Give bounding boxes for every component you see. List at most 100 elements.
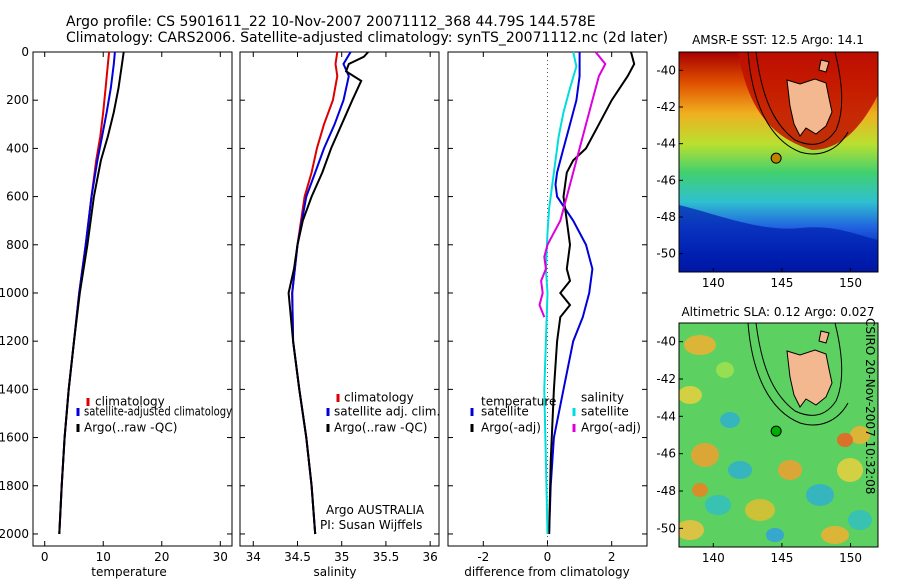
y-tick-label: 1000 xyxy=(0,286,29,300)
legend-argo: Argo(..raw -QC) xyxy=(334,421,427,435)
x-tick-label: 35.5 xyxy=(373,550,400,564)
difference-series xyxy=(538,51,636,535)
series-line-salinity-satellite xyxy=(543,51,578,535)
series-line-argo-raw-qc- xyxy=(58,51,125,535)
tasmania-land xyxy=(786,349,833,408)
series-line-argo-raw-qc- xyxy=(287,51,369,535)
legend-climatology: climatology xyxy=(344,391,414,405)
difference-x-label: difference from climatology xyxy=(464,565,630,579)
sla-eddy xyxy=(728,461,752,479)
map-y-tick-label: -48 xyxy=(656,210,676,224)
argo-attribution: Argo AUSTRALIA xyxy=(326,503,425,517)
y-tick-label: 400 xyxy=(6,141,29,155)
temperature-panel: 0 10 20 30 0 200 400 600 800 1000 1200 1400 1600 1800… xyxy=(0,45,233,579)
title-line-1: Argo profile: CS 5901611_22 10-Nov-2007 … xyxy=(66,14,596,30)
legend-temp-satellite: satellite xyxy=(481,405,529,419)
temperature-x-label: temperature xyxy=(91,565,166,579)
map-y-tick-label: -44 xyxy=(656,137,676,151)
sst-contour xyxy=(755,52,843,145)
map-y-tick-label: -48 xyxy=(656,484,676,498)
sst-cold-water xyxy=(679,205,878,272)
tasmania-land xyxy=(786,78,833,137)
sla-eddy xyxy=(848,510,872,530)
legend-sal-argo: Argo(-adj) xyxy=(581,421,641,435)
legend-satellite-adj: satellite adj. clim. xyxy=(334,405,440,419)
x-tick-label: 34.5 xyxy=(284,550,311,564)
sla-eddy xyxy=(806,484,834,506)
map-y-tick-label: -50 xyxy=(656,521,676,535)
salinity-axes-box xyxy=(239,51,440,547)
x-tick-label: 36 xyxy=(423,550,438,564)
x-tick-label: -2 xyxy=(477,550,489,564)
map-y-tick-label: -42 xyxy=(656,372,676,386)
island-land xyxy=(818,59,830,73)
sla-contour-outer xyxy=(747,323,849,426)
legend-sal-satellite: satellite xyxy=(581,405,629,419)
legend-satellite-adjusted: satellite-adjusted climatology xyxy=(84,405,232,419)
sla-eddy xyxy=(837,458,863,482)
sla-eddy xyxy=(745,499,775,521)
x-tick-label: 20 xyxy=(154,550,169,564)
salinity-legend: climatology satellite adj. clim. Argo(..… xyxy=(326,391,440,435)
sla-eddies xyxy=(679,335,872,544)
sla-eddy xyxy=(850,426,870,444)
legend-argo: Argo(..raw -QC) xyxy=(84,421,177,435)
x-tick-label: 0 xyxy=(544,550,552,564)
x-tick-label: 2 xyxy=(608,550,616,564)
y-tick-label: 1400 xyxy=(0,382,29,396)
salinity-x-label: salinity xyxy=(313,565,356,579)
map-y-tick-label: -40 xyxy=(656,335,676,349)
temperature-axes-box xyxy=(32,51,233,547)
difference-panel: -2 0 2 difference from climatology tempera… xyxy=(447,51,648,579)
timestamp-stamp: CSIRO 20-Nov-2007 10:32:08 xyxy=(863,318,877,495)
y-tick-label: 1200 xyxy=(0,334,29,348)
map-y-tick-label: -40 xyxy=(656,63,676,77)
sla-eddy xyxy=(692,483,708,497)
map-x-tick-label: 140 xyxy=(702,551,725,565)
legend-temp-argo: Argo(-adj) xyxy=(481,421,541,435)
sla-map-frame xyxy=(678,322,879,548)
x-tick-label: 0 xyxy=(41,550,49,564)
sst-map-title: AMSR-E SST: 12.5 Argo: 14.1 xyxy=(692,33,864,47)
temperature-series xyxy=(58,51,125,535)
pi-attribution: PI: Susan Wijffels xyxy=(320,518,422,532)
series-line-temperature-satellite xyxy=(548,52,594,535)
x-tick-label: 10 xyxy=(96,550,111,564)
temperature-legend: climatology satellite-adjusted climatolo… xyxy=(76,395,232,435)
sla-map-title: Altimetric SLA: 0.12 Argo: 0.027 xyxy=(681,305,874,319)
map-y-tick-label: -50 xyxy=(656,247,676,261)
sla-eddy xyxy=(821,526,849,544)
sst-map-frame xyxy=(678,51,879,273)
argo-float-marker xyxy=(770,425,782,437)
legend-heading-temperature: temperature xyxy=(481,395,556,409)
map-x-tick-label: 145 xyxy=(770,551,793,565)
sla-eddy xyxy=(766,528,784,542)
salinity-panel: 34 34.5 35 35.5 36 salinity climatology sate… xyxy=(239,51,440,579)
island-land xyxy=(818,330,830,344)
salinity-series xyxy=(287,51,369,535)
x-tick-label: 35 xyxy=(334,550,349,564)
sla-eddy xyxy=(705,495,731,515)
legend-climatology: climatology xyxy=(95,395,165,409)
y-tick-label: 800 xyxy=(6,238,29,252)
map-y-tick-label: -44 xyxy=(656,409,676,423)
argo-float-marker xyxy=(770,152,782,164)
y-tick-label: 1800 xyxy=(0,479,29,493)
sst-map: AMSR-E SST: 12.5 Argo: 14.1 140 145 150 -40… xyxy=(656,33,879,290)
series-line-temperature-argo-adj- xyxy=(548,51,636,535)
sla-eddy xyxy=(679,520,704,540)
y-tick-label: 200 xyxy=(6,93,29,107)
map-x-tick-label: 140 xyxy=(702,276,725,290)
map-y-tick-label: -46 xyxy=(656,173,676,187)
map-x-tick-label: 150 xyxy=(839,276,862,290)
map-y-tick-label: -46 xyxy=(656,447,676,461)
x-tick-label: 34 xyxy=(246,550,261,564)
sla-eddy xyxy=(720,412,740,428)
legend-heading-salinity: salinity xyxy=(581,391,624,405)
y-tick-label: 0 xyxy=(21,45,29,59)
sla-map: Altimetric SLA: 0.12 Argo: 0.027 140 145 1… xyxy=(656,305,879,565)
y-tick-label: 2000 xyxy=(0,527,29,541)
x-tick-label: 30 xyxy=(213,550,228,564)
sla-eddy xyxy=(691,443,719,467)
